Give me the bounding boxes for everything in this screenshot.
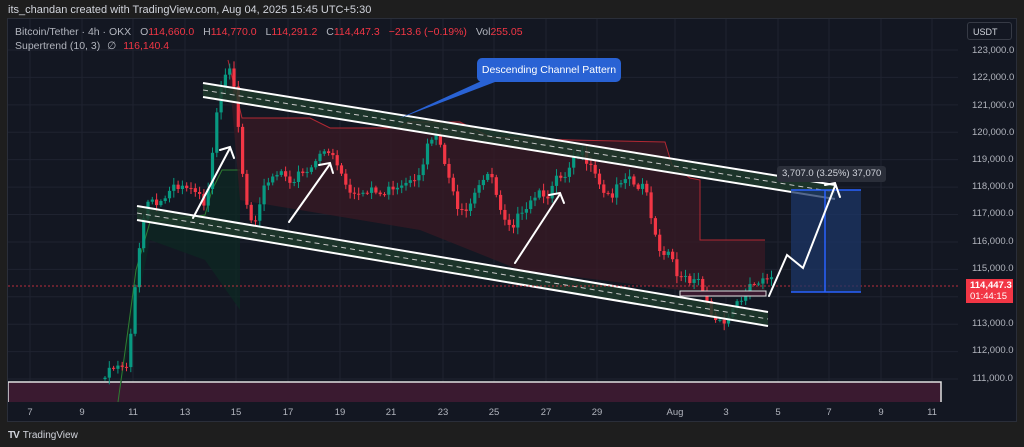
- chart-legend: Bitcoin/Tether · 4h · OKX O114,660.0 H11…: [15, 25, 523, 53]
- arrow-up-3: [514, 193, 561, 264]
- candlestick-series: [103, 61, 774, 385]
- close-value: 114,447.3: [333, 26, 380, 38]
- chart-credit: its_chandan created with TradingView.com…: [8, 4, 372, 16]
- trend-arrows: [192, 145, 841, 297]
- indicator-name[interactable]: Supertrend (10, 3): [15, 40, 101, 52]
- high-value: 114,770.0: [210, 26, 257, 38]
- breakout-box: [679, 290, 767, 297]
- open-value: 114,660.0: [148, 26, 195, 38]
- arrow-up-2: [288, 163, 331, 223]
- indicator-row[interactable]: Supertrend (10, 3) ∅ 116,140.4: [15, 39, 523, 53]
- change-value: −213.6 (−0.19%): [388, 26, 467, 38]
- indicator-value: 116,140.4: [123, 40, 170, 52]
- support-zone-box: [8, 381, 942, 402]
- arrow-projection: [768, 185, 836, 297]
- callout-pointer: [398, 78, 495, 119]
- measure-label: 3,707.0 (3.25%) 37,070: [777, 166, 887, 182]
- tradingview-logo[interactable]: TV TradingView: [8, 430, 78, 441]
- symbol-name[interactable]: Bitcoin/Tether · 4h · OKX: [15, 26, 132, 38]
- low-value: 114,291.2: [271, 26, 318, 38]
- projection-box: [791, 190, 861, 292]
- arrow-up-1: [192, 147, 231, 219]
- lower-channel[interactable]: [136, 205, 769, 327]
- volume-value: 255.05: [490, 26, 523, 38]
- currency-button[interactable]: USDT: [967, 22, 1012, 40]
- tv-logo-icon: TV: [8, 430, 20, 441]
- descending-channel-callout[interactable]: Descending Channel Pattern: [477, 58, 621, 82]
- hidden-eye-icon[interactable]: ∅: [107, 40, 117, 52]
- bar-countdown: 01:44:15: [970, 291, 1007, 302]
- ohlc-row: Bitcoin/Tether · 4h · OKX O114,660.0 H11…: [15, 26, 523, 38]
- upper-channel[interactable]: [202, 82, 836, 200]
- current-price-label: 114,447.3 01:44:15: [966, 279, 1013, 303]
